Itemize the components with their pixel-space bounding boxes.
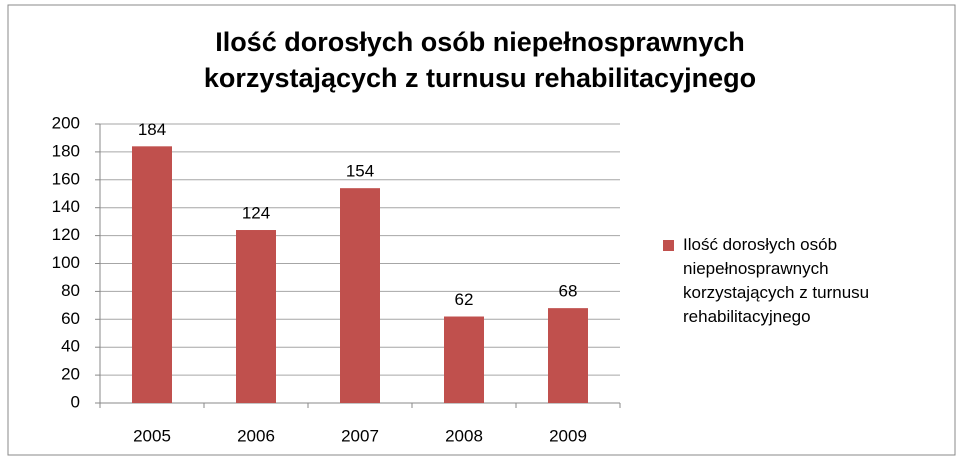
value-label: 68: [559, 282, 578, 301]
legend-label: Ilość dorosłych osób niepełnosprawnych k…: [683, 235, 870, 326]
y-tick-label: 200: [52, 113, 80, 132]
y-tick-label: 120: [52, 225, 80, 244]
x-tick-label: 2009: [549, 426, 587, 445]
x-tick-label: 2005: [133, 426, 171, 445]
x-tick-label: 2008: [445, 426, 483, 445]
y-tick-label: 80: [61, 281, 80, 300]
x-tick-label: 2007: [341, 426, 379, 445]
y-tick-label: 60: [61, 309, 80, 328]
y-tick-label: 100: [52, 253, 80, 272]
y-tick-label: 20: [61, 365, 80, 384]
value-label: 154: [346, 162, 374, 181]
y-tick-label: 0: [71, 392, 80, 411]
value-label: 62: [455, 290, 474, 309]
y-tick-label: 140: [52, 197, 80, 216]
bar: [132, 146, 172, 403]
bar: [340, 188, 380, 403]
y-tick-label: 160: [52, 169, 80, 188]
value-label: 124: [242, 204, 270, 223]
x-tick-label: 2006: [237, 426, 275, 445]
chart-title: Ilość dorosłych osób niepełnosprawnych k…: [203, 27, 757, 93]
chart-border: [7, 4, 956, 456]
value-label: 184: [138, 120, 166, 139]
bar: [236, 230, 276, 403]
legend-swatch: [663, 240, 674, 251]
bar: [548, 308, 588, 403]
y-tick-label: 180: [52, 141, 80, 160]
y-tick-label: 40: [61, 337, 80, 356]
bar: [444, 316, 484, 403]
